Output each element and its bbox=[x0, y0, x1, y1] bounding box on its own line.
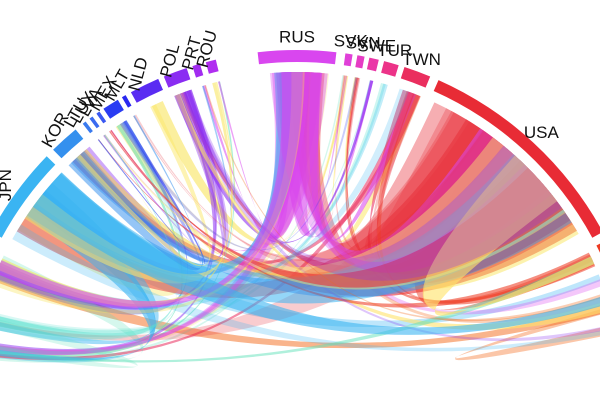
ribbon-ind-mex bbox=[0, 120, 187, 342]
ribbon-jpn-bel bbox=[32, 173, 600, 335]
label-usa: USA bbox=[524, 123, 560, 142]
ribbon-usa-aus bbox=[422, 155, 595, 316]
ribbon-pol-lux bbox=[103, 94, 224, 258]
label-jpn: JPN bbox=[0, 169, 15, 201]
arc-prt[interactable] bbox=[192, 63, 204, 78]
ribbon-usa-mlt bbox=[134, 114, 544, 277]
arc-twn[interactable] bbox=[400, 67, 431, 88]
label-tur: TUR bbox=[377, 41, 412, 60]
ribbon-rus-ita bbox=[0, 72, 303, 308]
arc-mex[interactable] bbox=[103, 99, 124, 119]
label-svn: SVN bbox=[346, 34, 381, 53]
arc-aus[interactable] bbox=[596, 240, 600, 264]
arc-ltu[interactable] bbox=[82, 121, 93, 134]
label-swe: SWE bbox=[357, 36, 396, 55]
label-twn: TWN bbox=[402, 50, 441, 69]
arc-jpn[interactable] bbox=[0, 156, 56, 238]
chord-arcs bbox=[0, 49, 600, 264]
ribbon-idn-ind bbox=[0, 319, 138, 369]
ribbon-usa-mlt bbox=[133, 112, 486, 262]
arc-lva[interactable] bbox=[96, 111, 107, 124]
ribbon-pol-usa bbox=[184, 90, 562, 281]
label-rus: RUS bbox=[279, 27, 315, 46]
arc-rus[interactable] bbox=[257, 49, 337, 65]
arc-svn[interactable] bbox=[355, 55, 365, 69]
chord-ribbons bbox=[0, 71, 600, 369]
ribbon-mex-kor bbox=[78, 121, 201, 270]
arc-kor[interactable] bbox=[53, 129, 84, 159]
label-svk: SVK bbox=[334, 31, 369, 50]
arc-mlt[interactable] bbox=[121, 95, 132, 108]
ribbon-idn-aus bbox=[0, 256, 595, 363]
ribbon-nld-svk bbox=[151, 75, 348, 245]
arc-lux[interactable] bbox=[89, 116, 100, 129]
arc-svk[interactable] bbox=[343, 53, 353, 67]
ribbon-kor-prt bbox=[76, 85, 232, 263]
ribbon-usa-rus bbox=[291, 72, 514, 259]
arc-swe[interactable] bbox=[366, 57, 379, 72]
ribbon-rus-swe bbox=[276, 72, 374, 238]
ribbon-pol-idn bbox=[0, 89, 217, 355]
arc-usa[interactable] bbox=[433, 80, 600, 238]
arc-nld[interactable] bbox=[130, 78, 163, 103]
arc-tur[interactable] bbox=[381, 61, 399, 77]
ribbon-bel-bgr bbox=[455, 309, 600, 361]
ribbon-rus-twn bbox=[309, 72, 416, 241]
arc-rou[interactable] bbox=[205, 59, 219, 74]
ribbon-kor-mlt bbox=[68, 115, 204, 271]
arc-pol[interactable] bbox=[163, 68, 191, 88]
